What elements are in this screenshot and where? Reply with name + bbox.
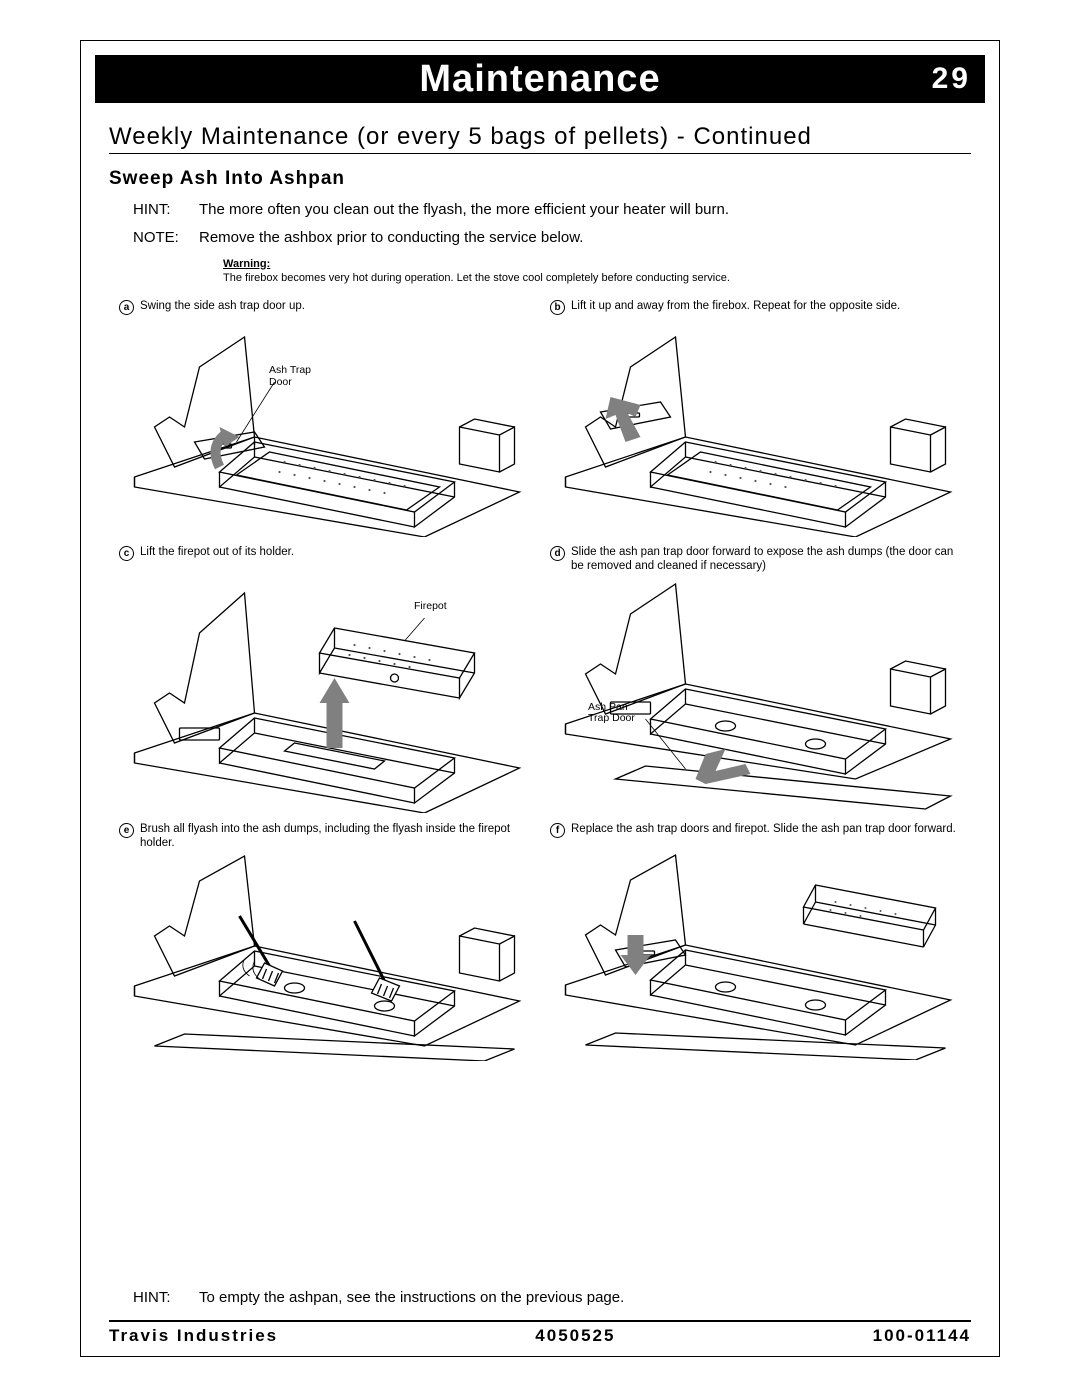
step-e: e Brush all flyash into the ash dumps, i… — [119, 822, 530, 1061]
step-letter: a — [119, 300, 134, 315]
step-text: Slide the ash pan trap door forward to e… — [571, 545, 961, 574]
illustration-e — [119, 851, 530, 1061]
header-bar: Maintenance 29 — [95, 55, 985, 103]
note-label: NOTE: — [109, 228, 199, 248]
step-letter: f — [550, 823, 565, 838]
illustration-c: Firepot — [119, 573, 530, 813]
bottom-hint: HINT: To empty the ashpan, see the instr… — [109, 1289, 971, 1306]
step-head: b Lift it up and away from the firebox. … — [550, 299, 961, 327]
label-line1: Ash Trap — [269, 364, 311, 376]
step-letter: d — [550, 546, 565, 561]
step-text: Lift it up and away from the firebox. Re… — [571, 299, 900, 313]
footer-code-right: 100-01144 — [873, 1326, 971, 1346]
footer-code-center: 4050525 — [535, 1326, 615, 1346]
footer-company: Travis Industries — [109, 1326, 278, 1346]
step-head: c Lift the firepot out of its holder. — [119, 545, 530, 573]
hint-label: HINT: — [109, 200, 199, 220]
bottom-hint-text: To empty the ashpan, see the instruction… — [199, 1289, 624, 1306]
hint-text: The more often you clean out the flyash,… — [199, 200, 971, 220]
page-number: 29 — [932, 62, 971, 96]
note-text: Remove the ashbox prior to conducting th… — [199, 228, 971, 248]
bottom-hint-label: HINT: — [109, 1289, 199, 1306]
step-head: d Slide the ash pan trap door forward to… — [550, 545, 961, 574]
step-letter: b — [550, 300, 565, 315]
warning-label: Warning: — [223, 257, 971, 271]
label-line2: Trap Door — [588, 712, 635, 724]
warning-text: The firebox becomes very hot during oper… — [223, 272, 730, 284]
label-line1: Ash Pan — [588, 701, 628, 713]
illustration-d: Ash Pan Trap Door — [550, 574, 961, 814]
note-row: NOTE: Remove the ashbox prior to conduct… — [109, 228, 971, 248]
subsection-title: Sweep Ash Into Ashpan — [109, 168, 971, 190]
illustration-f — [550, 850, 961, 1060]
step-text: Brush all flyash into the ash dumps, inc… — [140, 822, 530, 851]
content: Weekly Maintenance (or every 5 bags of p… — [81, 103, 999, 1071]
manual-page: Maintenance 29 Weekly Maintenance (or ev… — [80, 40, 1000, 1357]
step-c: c Lift the firepot out of its holder. — [119, 545, 530, 814]
step-head: f Replace the ash trap doors and firepot… — [550, 822, 961, 850]
label-line2: Door — [269, 376, 292, 388]
header-title: Maintenance — [419, 58, 660, 101]
section-title: Weekly Maintenance (or every 5 bags of p… — [109, 123, 971, 154]
steps-grid: a Swing the side ash trap door up. — [109, 299, 971, 1061]
label-ash-trap: Ash Trap Door — [269, 365, 311, 388]
label-ashpan: Ash Pan Trap Door — [588, 702, 635, 725]
step-head: a Swing the side ash trap door up. — [119, 299, 530, 327]
step-b: b Lift it up and away from the firebox. … — [550, 299, 961, 537]
step-letter: e — [119, 823, 134, 838]
step-f: f Replace the ash trap doors and firepot… — [550, 822, 961, 1061]
hint-row: HINT: The more often you clean out the f… — [109, 200, 971, 220]
illustration-a: Ash Trap Door — [119, 327, 530, 537]
step-text: Replace the ash trap doors and firepot. … — [571, 822, 956, 836]
step-d: d Slide the ash pan trap door forward to… — [550, 545, 961, 814]
step-head: e Brush all flyash into the ash dumps, i… — [119, 822, 530, 851]
footer: Travis Industries 4050525 100-01144 — [109, 1320, 971, 1346]
illustration-b — [550, 327, 961, 537]
label-firepot: Firepot — [414, 601, 447, 613]
step-letter: c — [119, 546, 134, 561]
step-text: Lift the firepot out of its holder. — [140, 545, 294, 559]
step-a: a Swing the side ash trap door up. — [119, 299, 530, 537]
step-text: Swing the side ash trap door up. — [140, 299, 305, 313]
warning-block: Warning: The firebox becomes very hot du… — [109, 257, 971, 286]
